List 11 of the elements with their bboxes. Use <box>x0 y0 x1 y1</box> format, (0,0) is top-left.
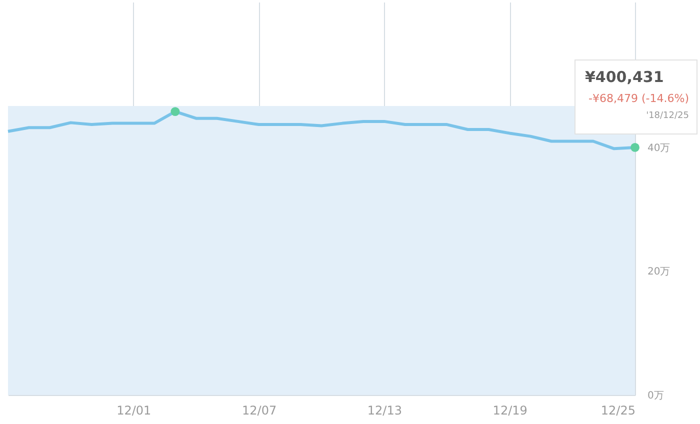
x-tick-label: 12/07 <box>242 404 277 418</box>
y-tick-label: 40万 <box>648 142 670 154</box>
y-tick-label: 20万 <box>648 266 670 278</box>
text: '18/12/25 <box>646 111 689 121</box>
x-tick-label: 12/19 <box>492 404 528 418</box>
annotation: ¥400,431 <box>585 68 664 86</box>
annotation: -¥68,479 (-14.6%) <box>588 92 689 105</box>
x-tick-label: 12/25 <box>600 404 636 418</box>
x-tick-label: 12/13 <box>367 404 402 418</box>
x-tick-label: 12/01 <box>116 404 152 418</box>
y-tick-label: 0万 <box>648 390 664 402</box>
